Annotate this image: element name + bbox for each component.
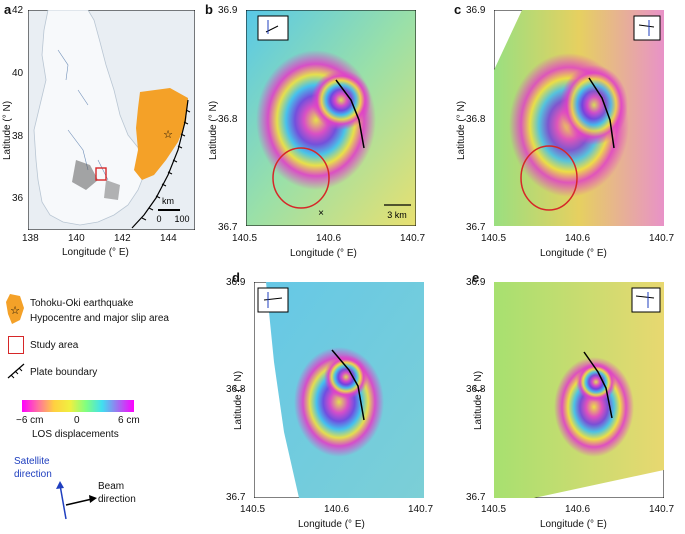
c-xtick: 140.5 [481,233,507,244]
b-ytick: 36.9 [218,5,238,16]
b-xtick: 140.6 [316,233,342,244]
colorbar-tick-zero: 0 [74,415,80,426]
c-xtick: 140.6 [565,233,591,244]
a-ytick: 38 [12,131,24,142]
legend-satellite-direction-2: direction [14,469,52,480]
d-xtick: 140.6 [324,504,350,515]
c-ytick: 36.7 [466,222,486,233]
study-area-box [95,167,107,181]
e-ytick: 36.9 [466,277,486,288]
colorbar-tick-min: −6 cm [16,415,44,426]
a-xtick: 138 [22,233,39,244]
b-xtick: 140.5 [232,233,258,244]
legend-earthquake: Tohoku-Oki earthquake [30,298,134,309]
panel-letter-d: d [232,270,240,285]
d-xlabel: Longitude (° E) [298,519,365,530]
panel-d-image [253,281,425,499]
d-ytick: 36.7 [226,492,246,503]
a-ytick: 40 [12,68,24,79]
legend-slip-swatch: ☆ [4,292,26,326]
legend-plate-boundary: Plate boundary [30,367,98,378]
colorbar-label: LOS displacements [32,429,119,440]
e-ylabel: Latitude (° N) [473,370,484,430]
a-ylabel: Latitude (° N) [2,100,13,160]
d-xtick: 140.7 [408,504,434,515]
fault-line [588,77,615,149]
e-ytick: 36.8 [466,384,486,395]
c-xlabel: Longitude (° E) [540,248,607,259]
b-ylabel: Latitude (° N) [208,100,219,160]
e-xlabel: Longitude (° E) [540,519,607,530]
legend-beam-direction: Beam [98,481,125,492]
a-xtick: 142 [114,233,131,244]
d-xtick: 140.5 [240,504,266,515]
c-xtick: 140.7 [649,233,675,244]
fault-line [331,349,365,421]
interferogram-c [493,9,665,227]
a-ytick: 36 [12,193,24,204]
scale-bar-label: 3 km [387,210,407,220]
c-ytick: 36.9 [466,5,486,16]
legend-hypocentre: Hypocentre and major slip area [30,313,169,324]
highlight-ellipse [272,147,330,209]
panel-b-image: 3 km × [245,9,417,227]
panel-letter-c: c [454,2,462,17]
svg-text:☆: ☆ [10,305,20,317]
d-ytick: 36.9 [226,277,246,288]
panel-a-map: ☆ km 0 100 [27,9,196,231]
b-xlabel: Longitude (° E) [290,248,357,259]
legend-satellite-direction: Satellite [14,456,50,467]
interferogram-b: 3 km × [245,9,417,227]
plate-boundary-ticks [141,109,191,221]
interferogram-e [493,281,665,499]
e-xtick: 140.7 [649,504,675,515]
e-ytick: 36.7 [466,492,486,503]
b-xtick: 140.7 [400,233,426,244]
panel-letter-e: e [472,270,480,285]
scalebar-unit: km [162,196,174,206]
hypocentre-star-icon: ☆ [163,129,173,141]
panel-letter-b: b [205,2,213,17]
panel-e-image [493,281,665,499]
interferogram-d [253,281,425,499]
direction-inset [633,15,661,41]
c-ylabel: Latitude (° N) [456,100,467,160]
legend-study-area: Study area [30,340,79,351]
scalebar-tick-100: 100 [174,214,189,224]
colorbar [22,400,134,412]
c-ytick: 36.8 [466,114,486,125]
colorbar-tick-max: 6 cm [118,415,140,426]
e-xtick: 140.5 [481,504,507,515]
fault-line [335,79,365,149]
direction-inset [257,287,289,313]
fault-line [583,351,613,419]
japan-map: ☆ km 0 100 [27,9,196,231]
a-xtick: 140 [68,233,85,244]
slip-area [134,88,188,180]
b-ytick: 36.7 [218,222,238,233]
legend-beam-direction-2: direction [98,494,136,505]
legend-study-area-box [8,336,24,354]
direction-inset [631,287,661,313]
a-xtick: 144 [160,233,177,244]
a-xlabel: Longitude (° E) [62,247,129,258]
b-ytick: 36.8 [218,114,238,125]
d-ylabel: Latitude (° N) [233,370,244,430]
e-xtick: 140.6 [565,504,591,515]
direction-arrows-icon [52,475,102,521]
scalebar-tick-0: 0 [156,214,161,224]
a-ytick: 42 [12,5,24,16]
location-marker: × [318,208,324,219]
legend-plate-boundary-icon [6,362,28,380]
panel-letter-a: a [4,2,12,17]
panel-c-image [493,9,665,227]
highlight-ellipse [520,145,578,211]
d-ytick: 36.8 [226,384,246,395]
